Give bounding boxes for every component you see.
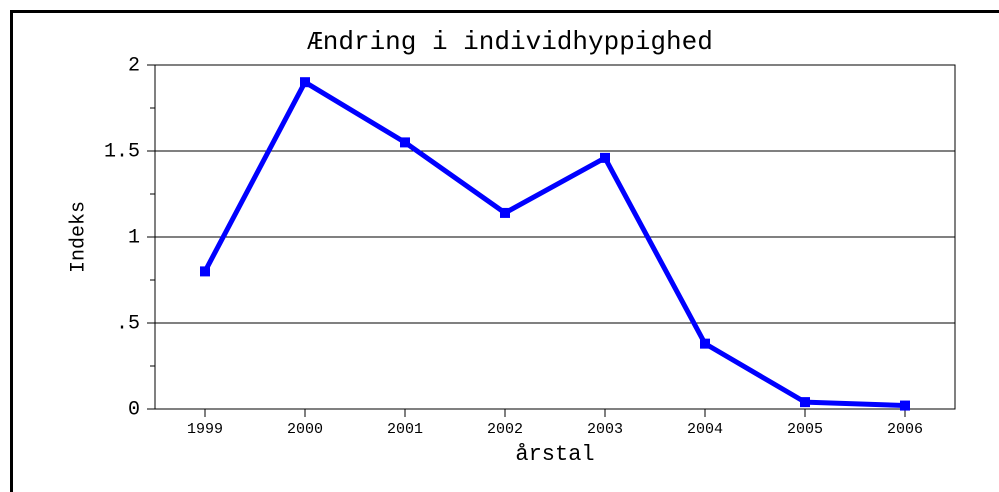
data-point — [200, 266, 210, 277]
y-tick-label: 1 — [128, 226, 140, 249]
y-tick-label: 1.5 — [104, 140, 140, 163]
data-point — [400, 137, 410, 148]
y-tick-label: 0 — [128, 398, 140, 421]
x-tick-label: 1999 — [187, 421, 223, 438]
x-tick-label: 2003 — [587, 421, 623, 438]
y-tick-label: .5 — [116, 312, 140, 335]
y-axis-label: Indeks — [67, 201, 90, 273]
x-tick-label: 2001 — [387, 421, 423, 438]
plot-frame — [154, 64, 956, 410]
data-point — [700, 338, 710, 349]
data-point — [500, 207, 510, 218]
x-tick-label: 2005 — [787, 421, 823, 438]
outer-frame — [10, 10, 999, 492]
x-axis-label: årstal — [515, 442, 594, 467]
x-tick-label: 2000 — [287, 421, 323, 438]
y-tick-label: 2 — [128, 54, 140, 77]
chart-title: Ændring i individhyppighed — [307, 27, 713, 57]
data-point — [800, 397, 810, 408]
data-point — [900, 400, 910, 411]
data-point — [600, 152, 610, 163]
x-tick-label: 2006 — [887, 421, 923, 438]
x-tick-label: 2002 — [487, 421, 523, 438]
data-point — [300, 77, 310, 88]
x-tick-label: 2004 — [687, 421, 723, 438]
data-line — [202, 79, 906, 409]
